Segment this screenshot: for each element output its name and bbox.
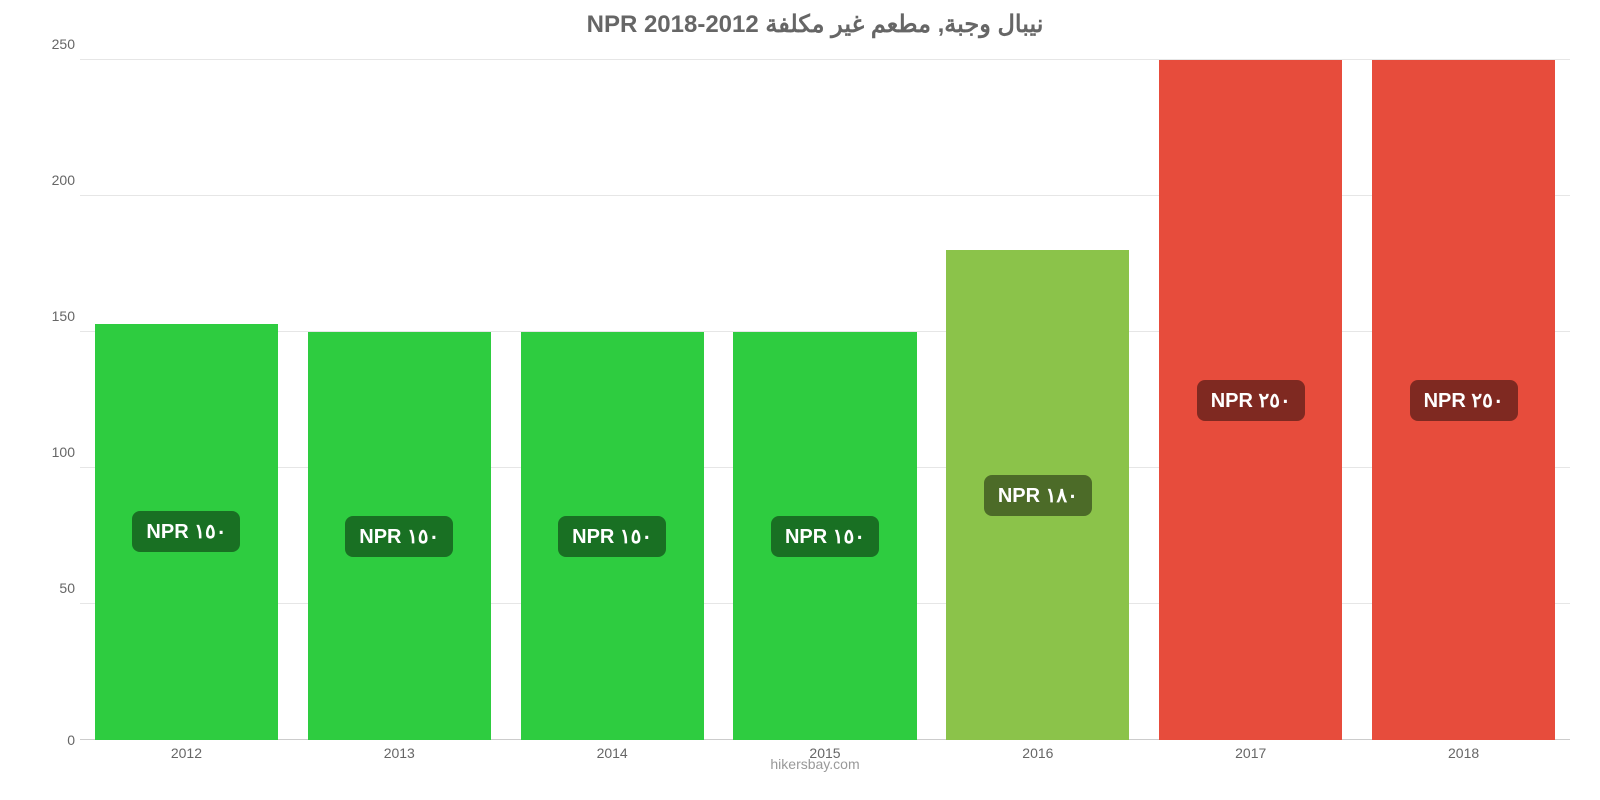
y-tick-label: 50 [59, 580, 75, 596]
bar-slot: ٢٥٠ NPR [1357, 60, 1570, 740]
bar-label: ٢٥٠ NPR [1197, 380, 1305, 421]
bar-2016: ١٨٠ NPR [946, 250, 1129, 740]
attribution: hikersbay.com [50, 756, 1580, 772]
chart-title: نيبال وجبة, مطعم غير مكلفة NPR 2018-2012 [50, 10, 1580, 39]
y-tick-label: 100 [52, 444, 75, 460]
bar-2012: ١٥٠ NPR [95, 324, 278, 740]
y-tick-label: 200 [52, 172, 75, 188]
bar-2014: ١٥٠ NPR [521, 332, 704, 740]
bar-slot: ١٥٠ NPR [719, 60, 932, 740]
bar-slot: ١٥٠ NPR [293, 60, 506, 740]
bar-slot: ١٥٠ NPR [80, 60, 293, 740]
bar-slot: ٢٥٠ NPR [1144, 60, 1357, 740]
bar-label: ١٥٠ NPR [558, 516, 666, 557]
bar-2017: ٢٥٠ NPR [1159, 60, 1342, 740]
y-axis: 0 50 100 150 200 250 [50, 60, 80, 740]
bar-label: ١٥٠ NPR [345, 516, 453, 557]
plot-area: 0 50 100 150 200 250 ١٥٠ NPR ١٥٠ NPR [80, 60, 1570, 740]
y-tick-label: 250 [52, 36, 75, 52]
bar-label: ١٨٠ NPR [984, 475, 1092, 516]
bar-label: ١٥٠ NPR [771, 516, 879, 557]
bars-area: ١٥٠ NPR ١٥٠ NPR ١٥٠ NPR ١٥٠ NPR [80, 60, 1570, 740]
bar-slot: ١٨٠ NPR [931, 60, 1144, 740]
y-tick-label: 0 [67, 732, 75, 748]
bar-label: ٢٥٠ NPR [1410, 380, 1518, 421]
bar-2015: ١٥٠ NPR [733, 332, 916, 740]
y-tick-label: 150 [52, 308, 75, 324]
chart-container: نيبال وجبة, مطعم غير مكلفة NPR 2018-2012… [50, 10, 1580, 780]
bar-2013: ١٥٠ NPR [308, 332, 491, 740]
bar-label: ١٥٠ NPR [132, 511, 240, 552]
bar-2018: ٢٥٠ NPR [1372, 60, 1555, 740]
bar-slot: ١٥٠ NPR [506, 60, 719, 740]
